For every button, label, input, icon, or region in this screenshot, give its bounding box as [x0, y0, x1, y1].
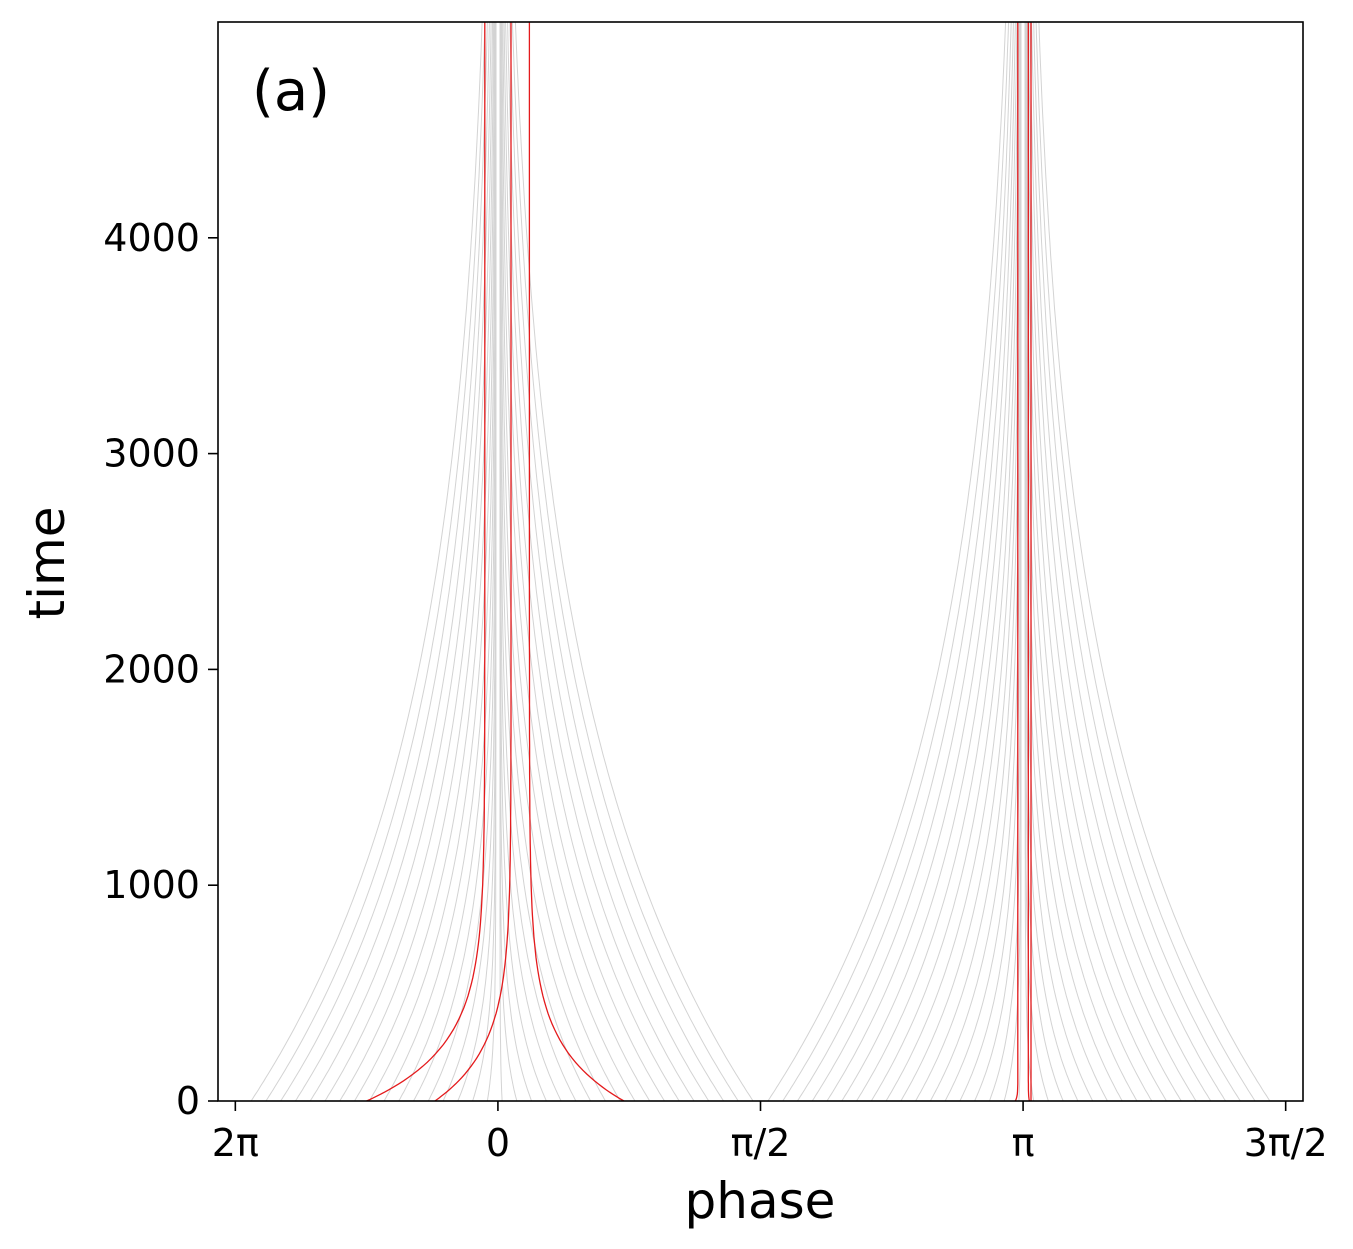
trajectory-gray	[1031, 22, 1227, 1101]
trajectory-gray	[1038, 22, 1271, 1101]
trajectory-gray	[265, 22, 486, 1101]
trajectory-gray	[826, 22, 1016, 1101]
x-tick-label: 2π	[212, 1121, 259, 1165]
trajectory-gray	[505, 22, 695, 1101]
trajectory-gray	[368, 22, 496, 1101]
trajectory-gray	[511, 22, 739, 1101]
trajectory-gray	[502, 22, 665, 1101]
trajectory-gray	[383, 22, 496, 1101]
trajectory-red	[528, 22, 625, 1101]
trajectory-gray	[309, 22, 492, 1101]
y-axis: 0 1000 2000 3000 4000	[103, 216, 218, 1123]
trajectory-gray	[1028, 22, 1197, 1101]
y-tick-label: 1000	[103, 863, 200, 907]
trajectory-gray	[507, 22, 710, 1101]
y-tick-label: 4000	[103, 216, 200, 260]
trajectory-gray	[500, 22, 621, 1101]
trajectory-red	[1027, 22, 1031, 1101]
trajectory-gray	[1018, 22, 1022, 1101]
trajectory-gray	[509, 22, 725, 1101]
trajectory-gray	[900, 22, 1021, 1101]
red-trajectories	[366, 22, 1032, 1101]
trajectory-gray	[1026, 22, 1167, 1101]
x-tick-label: π/2	[731, 1121, 791, 1165]
trajectory-gray	[514, 22, 754, 1101]
trajectory-gray	[915, 22, 1022, 1101]
trajectory-gray	[796, 22, 1012, 1101]
trajectory-gray	[1029, 22, 1212, 1101]
trajectory-gray	[1033, 22, 1241, 1101]
trajectory-red	[1014, 22, 1019, 1101]
y-tick-label: 3000	[103, 432, 200, 476]
trajectory-gray	[324, 22, 493, 1101]
trajectory-gray	[486, 22, 497, 1101]
trajectory-red	[434, 22, 512, 1101]
trajectory-gray	[499, 22, 606, 1101]
trajectory-gray	[501, 22, 651, 1101]
trajectory-gray	[782, 22, 1010, 1101]
trajectory-gray	[856, 22, 1019, 1101]
trajectory-red	[366, 22, 486, 1101]
trajectory-gray	[499, 22, 592, 1101]
y-tick-label: 0	[176, 1079, 200, 1123]
trajectory-gray	[841, 22, 1018, 1101]
trajectory-gray	[811, 22, 1014, 1101]
x-tick-label: 3π/2	[1244, 1121, 1328, 1165]
panel-label: (a)	[252, 59, 330, 124]
x-tick-label: π	[1012, 1121, 1035, 1165]
trajectory-gray	[339, 22, 495, 1101]
trajectory-gray	[1025, 22, 1138, 1101]
trajectory-gray	[1024, 22, 1123, 1101]
trajectory-gray	[767, 22, 1007, 1101]
trajectory-gray	[250, 22, 483, 1101]
trajectory-gray	[1035, 22, 1256, 1101]
trajectory-gray	[294, 22, 490, 1101]
y-tick-label: 2000	[103, 647, 200, 691]
trajectory-gray	[870, 22, 1020, 1101]
x-axis: 2π 0 π/2 π 3π/2	[212, 1101, 1328, 1165]
trajectory-gray	[354, 22, 495, 1101]
trajectory-gray	[500, 22, 636, 1101]
x-tick-label: 0	[486, 1121, 510, 1165]
gray-trajectories	[250, 22, 1271, 1101]
x-axis-label: phase	[685, 1172, 836, 1230]
trajectory-gray	[280, 22, 488, 1101]
y-axis-label: time	[18, 507, 76, 620]
